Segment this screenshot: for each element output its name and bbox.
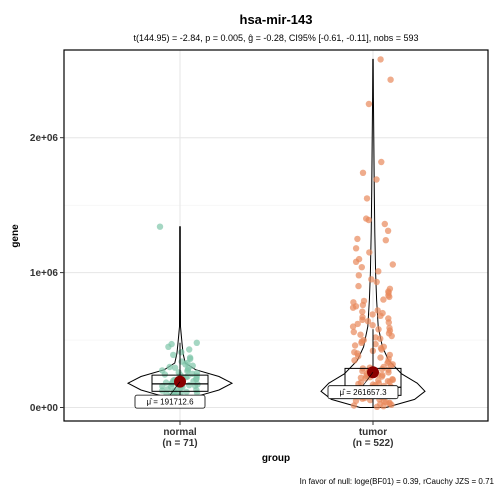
mean-leader-tumor (362, 372, 374, 386)
plot-area: μ̂ = 191712.6 μ̂ = 261657.3 (63, 49, 489, 422)
point-tumor-12 (382, 237, 389, 244)
point-normal-4 (186, 346, 193, 353)
point-tumor-35 (374, 307, 381, 314)
mean-leader-normal (169, 381, 181, 396)
point-tumor-13 (352, 245, 360, 252)
point-tumor-69 (355, 353, 362, 360)
x-axis-ticks: normal(n = 71) tumor(n = 522) (162, 421, 393, 449)
point-tumor-20 (355, 272, 362, 279)
x-axis-label: group (262, 453, 290, 464)
point-tumor-38 (369, 311, 376, 318)
plot-border (63, 49, 489, 422)
point-tumor-23 (355, 282, 362, 290)
point-tumor-9 (381, 220, 388, 228)
point-tumor-14 (366, 249, 373, 256)
point-tumor-85 (385, 369, 392, 376)
point-tumor-43 (364, 318, 372, 325)
chart-subtitle: t(144.95) = -2.84, p = 0.005, ĝ = -0.28,… (133, 33, 418, 43)
point-tumor-49 (375, 326, 382, 333)
x-tick-label-tumor: tumor (359, 427, 387, 438)
point-tumor-17 (389, 261, 396, 268)
point-tumor-34 (349, 304, 357, 311)
point-tumor-134 (350, 402, 358, 409)
box-normal (151, 374, 209, 392)
point-normal-5 (178, 349, 185, 356)
point-tumor-8 (365, 216, 372, 224)
point-tumor-36 (359, 308, 366, 315)
y-axis-label: gene (10, 224, 21, 248)
point-tumor-0 (377, 56, 384, 63)
point-tumor-47 (349, 323, 357, 330)
y-axis-ticks: 0e+00 1e+06 2e+06 (30, 133, 64, 414)
point-normal-14 (171, 364, 179, 371)
point-tumor-2 (365, 100, 373, 108)
point-tumor-53 (357, 331, 364, 338)
point-tumor-72 (351, 357, 358, 364)
point-tumor-59 (358, 339, 365, 346)
x-tick-n-tumor: (n = 522) (353, 438, 394, 449)
point-normal-18 (184, 367, 191, 375)
point-tumor-64 (378, 346, 385, 353)
point-tumor-44 (385, 319, 392, 326)
point-normal-3 (165, 343, 172, 350)
y-tick-label-0: 0e+00 (30, 403, 59, 414)
point-tumor-16 (352, 258, 360, 265)
point-normal-1 (193, 339, 200, 346)
point-tumor-56 (377, 335, 384, 342)
point-tumor-83 (359, 367, 366, 375)
point-normal-52 (183, 388, 190, 396)
point-tumor-39 (377, 312, 384, 319)
point-tumor-21 (368, 276, 375, 283)
mean-label-box-tumor (327, 385, 399, 400)
point-tumor-61 (351, 342, 359, 349)
x-tick-label-normal: normal (163, 427, 197, 438)
y-tick-label-1: 1e+06 (30, 268, 59, 279)
point-tumor-51 (350, 328, 357, 336)
y-tick-label-2: 2e+06 (30, 133, 59, 144)
point-tumor-135 (380, 403, 387, 410)
point-tumor-136 (373, 403, 381, 410)
point-normal-6 (170, 351, 177, 359)
point-tumor-11 (354, 235, 361, 243)
point-tumor-3 (378, 158, 385, 166)
point-tumor-46 (369, 322, 376, 329)
point-normal-49 (159, 387, 166, 394)
point-tumor-10 (384, 227, 392, 234)
point-tumor-5 (373, 176, 380, 183)
point-tumor-6 (363, 195, 371, 202)
mean-label-box-normal (134, 394, 206, 409)
point-tumor-60 (372, 340, 379, 348)
point-tumor-32 (359, 301, 367, 309)
point-tumor-54 (388, 332, 395, 340)
point-tumor-19 (375, 268, 382, 275)
point-tumor-80 (378, 365, 386, 373)
point-tumor-18 (358, 264, 365, 271)
x-tick-n-normal: (n = 71) (162, 438, 197, 449)
chart-title: hsa-mir-143 (240, 12, 313, 27)
violin-normal (126, 226, 234, 404)
point-tumor-1 (387, 76, 394, 83)
point-tumor-70 (377, 354, 384, 361)
point-normal-40 (186, 382, 193, 389)
point-tumor-28 (386, 293, 393, 301)
plot-background (64, 50, 488, 421)
point-tumor-4 (359, 169, 367, 176)
mean-label-normal: μ̂ = 191712.6 (146, 398, 194, 407)
chart-caption: In favor of null: loge(BF01) = 0.39, rCa… (300, 477, 495, 486)
point-normal-0 (156, 223, 164, 230)
mean-label-tumor: μ̂ = 261657.3 (339, 388, 387, 397)
point-tumor-42 (359, 316, 366, 323)
point-normal-13 (166, 363, 173, 371)
mean-markers: μ̂ = 191712.6 μ̂ = 261657.3 (134, 366, 399, 409)
point-tumor-29 (380, 296, 387, 303)
point-tumor-22 (373, 278, 380, 286)
point-tumor-133 (388, 401, 395, 408)
point-normal-22 (161, 371, 169, 378)
